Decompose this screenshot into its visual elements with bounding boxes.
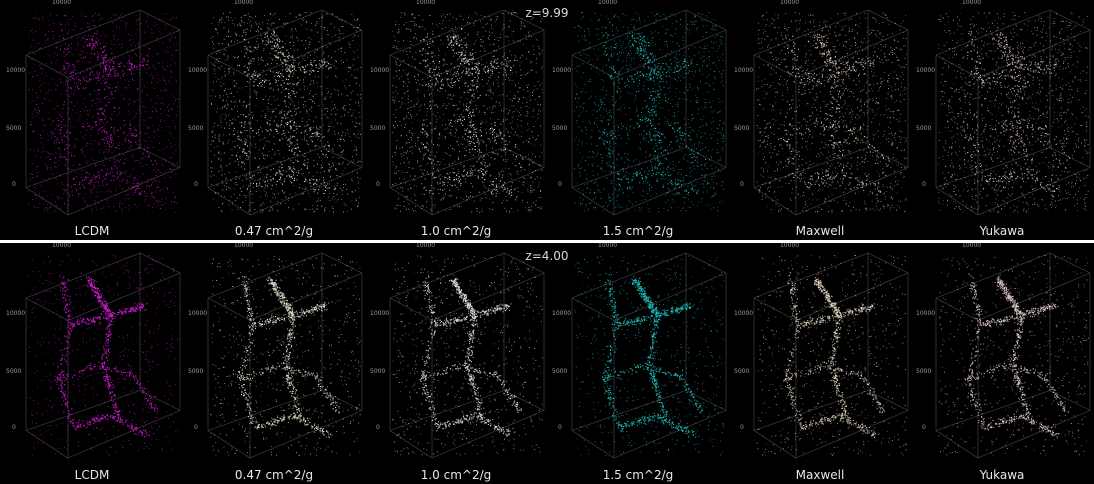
panel-15: 10000 5000 0 10000 1.5 cm^2/g (548, 0, 728, 240)
panel-047: 10000 5000 0 10000 0.47 cm^2/g (184, 0, 364, 240)
row-z400: z=4.00 10000 5000 0 10000 LCDM 10000 5000 0 100… (0, 243, 1094, 484)
svg-text:10000: 10000 (6, 67, 25, 74)
svg-text:10000: 10000 (234, 0, 253, 6)
svg-text:5000: 5000 (6, 125, 21, 132)
svg-text:10000: 10000 (52, 0, 71, 6)
panel-label: Maxwell (730, 468, 910, 482)
panel-maxwell: 10000 5000 0 10000 Maxwell (730, 0, 910, 240)
panel-label: Yukawa (912, 224, 1092, 238)
svg-text:5000: 5000 (370, 125, 385, 132)
panel-yukawa: 10000 5000 0 10000 Yukawa (912, 0, 1092, 240)
svg-text:0: 0 (12, 181, 16, 188)
panel-10: 10000 5000 0 10000 1.0 cm^2/g (366, 0, 546, 240)
panel-label: 0.47 cm^2/g (184, 224, 364, 238)
panel-label: 0.47 cm^2/g (184, 468, 364, 482)
panel-label: 1.0 cm^2/g (366, 468, 546, 482)
panel-label: LCDM (2, 224, 182, 238)
panel-label: LCDM (2, 468, 182, 482)
svg-text:0: 0 (194, 181, 198, 188)
cube-svg: 10000 5000 0 10000 (188, 0, 363, 216)
panel-label: 1.5 cm^2/g (548, 224, 728, 238)
panel-label: Maxwell (730, 224, 910, 238)
panel-047: 10000 5000 0 10000 0.47 cm^2/g (184, 243, 364, 484)
panel-15: 10000 5000 0 10000 1.5 cm^2/g (548, 243, 728, 484)
panel-yukawa: 10000 5000 0 10000 Yukawa (912, 243, 1092, 484)
panel-label: 1.0 cm^2/g (366, 224, 546, 238)
row-z999: z=9.99 10000 5000 0 10000 LCDM 10000 5000 0 100… (0, 0, 1094, 240)
cube-svg: 10000 5000 0 10000 (6, 0, 181, 216)
svg-text:10000: 10000 (416, 0, 435, 6)
panel-maxwell: 10000 5000 0 10000 Maxwell (730, 243, 910, 484)
row-title: z=4.00 (0, 249, 1094, 263)
panel-10: 10000 5000 0 10000 1.0 cm^2/g (366, 243, 546, 484)
panel-lcdm: 10000 5000 0 10000 LCDM (2, 0, 182, 240)
panel-label: 1.5 cm^2/g (548, 468, 728, 482)
svg-text:10000: 10000 (188, 67, 207, 74)
panel-lcdm: 10000 5000 0 10000 LCDM (2, 243, 182, 484)
svg-text:10000: 10000 (370, 67, 389, 74)
cube-svg: 10000 5000 0 10000 (370, 0, 545, 216)
panel-label: Yukawa (912, 468, 1092, 482)
row-title: z=9.99 (0, 6, 1094, 20)
svg-text:0: 0 (376, 181, 380, 188)
svg-text:5000: 5000 (188, 125, 203, 132)
